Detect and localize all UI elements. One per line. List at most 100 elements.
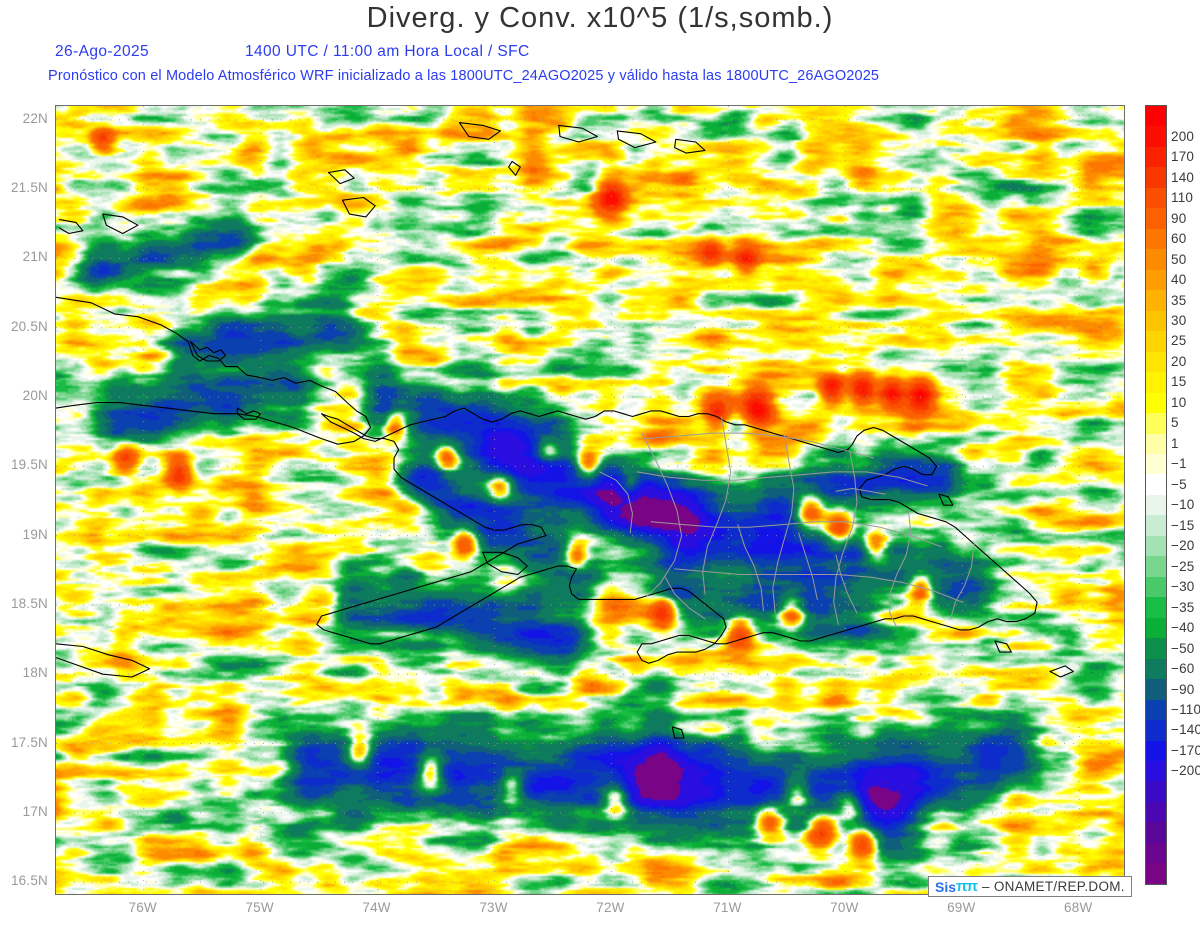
colorbar-tick-label: −140 — [1171, 722, 1200, 738]
x-axis-tick-label: 74W — [362, 900, 391, 915]
colorbar-tick-label: 60 — [1171, 231, 1187, 247]
colorbar-swatch — [1146, 208, 1166, 229]
colorbar-swatch — [1146, 535, 1166, 557]
colorbar-swatch — [1146, 146, 1166, 168]
colorbar-tick-label: 30 — [1171, 312, 1187, 328]
colorbar-tick-label: −20 — [1171, 538, 1195, 554]
y-axis-tick-label: 17N — [22, 803, 48, 819]
colorbar-swatch — [1146, 106, 1166, 127]
forecast-time: 1400 UTC / 11:00 am Hora Local / SFC — [245, 43, 530, 60]
brand-mark-icon: ππ — [956, 878, 978, 895]
colorbar-tick-label: −10 — [1171, 497, 1195, 513]
colorbar-tick-label: 90 — [1171, 210, 1187, 226]
y-axis-tick-label: 18N — [22, 665, 48, 681]
y-axis-tick-label: 21N — [22, 249, 48, 265]
colorbar-tick-label: −90 — [1171, 681, 1195, 697]
colorbar-tick-label: 170 — [1171, 149, 1195, 165]
colorbar-tick-label: 110 — [1171, 190, 1194, 206]
colorbar-swatch — [1146, 351, 1166, 373]
colorbar-tick-label: −15 — [1171, 517, 1195, 533]
colorbar-tick-label: 40 — [1171, 272, 1187, 288]
y-axis-tick-label: 20.5N — [10, 318, 48, 334]
colorbar-swatch — [1146, 310, 1166, 332]
colorbar-swatch — [1146, 474, 1166, 495]
x-axis-tick-label: 70W — [830, 900, 859, 915]
colorbar-tick-label: 15 — [1171, 374, 1187, 390]
colorbar-swatch — [1146, 761, 1166, 782]
colorbar-swatch — [1146, 801, 1166, 823]
x-axis-tick-label: 71W — [713, 900, 742, 915]
y-axis-tick-label: 19.5N — [10, 457, 48, 473]
colorbar-tick-label: −200 — [1171, 763, 1200, 779]
forecast-description: Pronóstico con el Modelo Atmosférico WRF… — [48, 68, 880, 84]
colorbar-swatch — [1146, 576, 1166, 598]
colorbar-tick-label: 35 — [1171, 292, 1187, 308]
colorbar-tick-label: −60 — [1171, 661, 1195, 677]
organization-label: – ONAMET/REP.DOM. — [981, 879, 1125, 894]
colorbar-tick-label: 200 — [1171, 128, 1195, 144]
x-axis-tick-label: 72W — [596, 900, 625, 915]
colorbar-tick-label: 1 — [1171, 435, 1179, 451]
province-boundary-overlay — [599, 416, 975, 628]
colorbar-tick-label: −50 — [1171, 640, 1195, 656]
y-axis-tick-label: 20N — [22, 388, 48, 404]
x-axis-tick-label: 68W — [1064, 900, 1093, 915]
colorbar-swatch — [1146, 617, 1166, 639]
x-axis-tick-label: 76W — [128, 900, 157, 915]
colorbar-swatch — [1146, 863, 1166, 884]
x-axis-tick-label: 73W — [479, 900, 508, 915]
provider-watermark: Sis ππ – ONAMET/REP.DOM. — [928, 876, 1132, 897]
page-title: Diverg. y Conv. x10^5 (1/s,somb.) — [366, 2, 834, 34]
y-axis-tick-label: 17.5N — [10, 734, 48, 750]
colorbar-tick-label: 5 — [1171, 415, 1179, 431]
colorbar-swatch — [1146, 290, 1166, 311]
forecast-date: 26-Ago-2025 — [55, 43, 150, 60]
colorbar-swatch — [1146, 720, 1166, 741]
colorbar-swatch — [1146, 453, 1166, 475]
colorbar-tick-label: −35 — [1171, 599, 1195, 615]
colorbar-swatch — [1146, 126, 1166, 147]
colorbar-tick-label: −25 — [1171, 558, 1195, 574]
colorbar-swatch — [1146, 433, 1166, 454]
colorbar-tick-label: 140 — [1171, 169, 1195, 185]
colorbar-tick-label: 25 — [1171, 333, 1187, 349]
colorbar-tick-label: −30 — [1171, 579, 1195, 595]
colorbar-swatch — [1146, 822, 1166, 843]
x-axis-tick-label: 75W — [245, 900, 274, 915]
colorbar-tick-label: 50 — [1171, 251, 1187, 267]
colorbar-swatch — [1146, 842, 1166, 864]
colorbar-swatch — [1146, 269, 1166, 291]
colorbar-swatch — [1146, 167, 1166, 188]
y-axis-tick-label: 21.5N — [10, 180, 48, 196]
y-axis-tick-label: 22N — [22, 110, 48, 126]
colorbar-tick-label: −1 — [1171, 456, 1187, 472]
y-axis-tick-label: 19N — [22, 526, 48, 542]
coastline-overlay — [56, 122, 1074, 739]
colorbar-swatch — [1146, 494, 1166, 516]
colorbar-swatch — [1146, 658, 1166, 680]
colorbar-swatch — [1146, 413, 1166, 434]
brand-text: Sis — [935, 878, 957, 895]
colorbar-swatch — [1146, 249, 1166, 270]
map-panel[interactable] — [55, 105, 1125, 895]
colorbar-swatch — [1146, 699, 1166, 721]
colorbar[interactable] — [1145, 105, 1167, 885]
colorbar-swatch — [1146, 556, 1166, 577]
colorbar-tick-label: 20 — [1171, 353, 1187, 369]
colorbar-swatch — [1146, 515, 1166, 536]
colorbar-swatch — [1146, 638, 1166, 659]
colorbar-tick-label: −40 — [1171, 620, 1195, 636]
colorbar-tick-label: −170 — [1171, 742, 1200, 758]
colorbar-swatch — [1146, 740, 1166, 761]
colorbar-swatch — [1146, 187, 1166, 209]
colorbar-swatch — [1146, 372, 1166, 393]
colorbar-swatch — [1146, 679, 1166, 700]
colorbar-tick-label: 10 — [1171, 394, 1187, 410]
colorbar-tick-label: −110 — [1171, 701, 1200, 717]
x-axis-tick-label: 69W — [947, 900, 976, 915]
colorbar-swatch — [1146, 597, 1166, 618]
shaded-field-raster — [56, 106, 1124, 894]
colorbar-swatch — [1146, 331, 1166, 352]
colorbar-swatch — [1146, 781, 1166, 802]
